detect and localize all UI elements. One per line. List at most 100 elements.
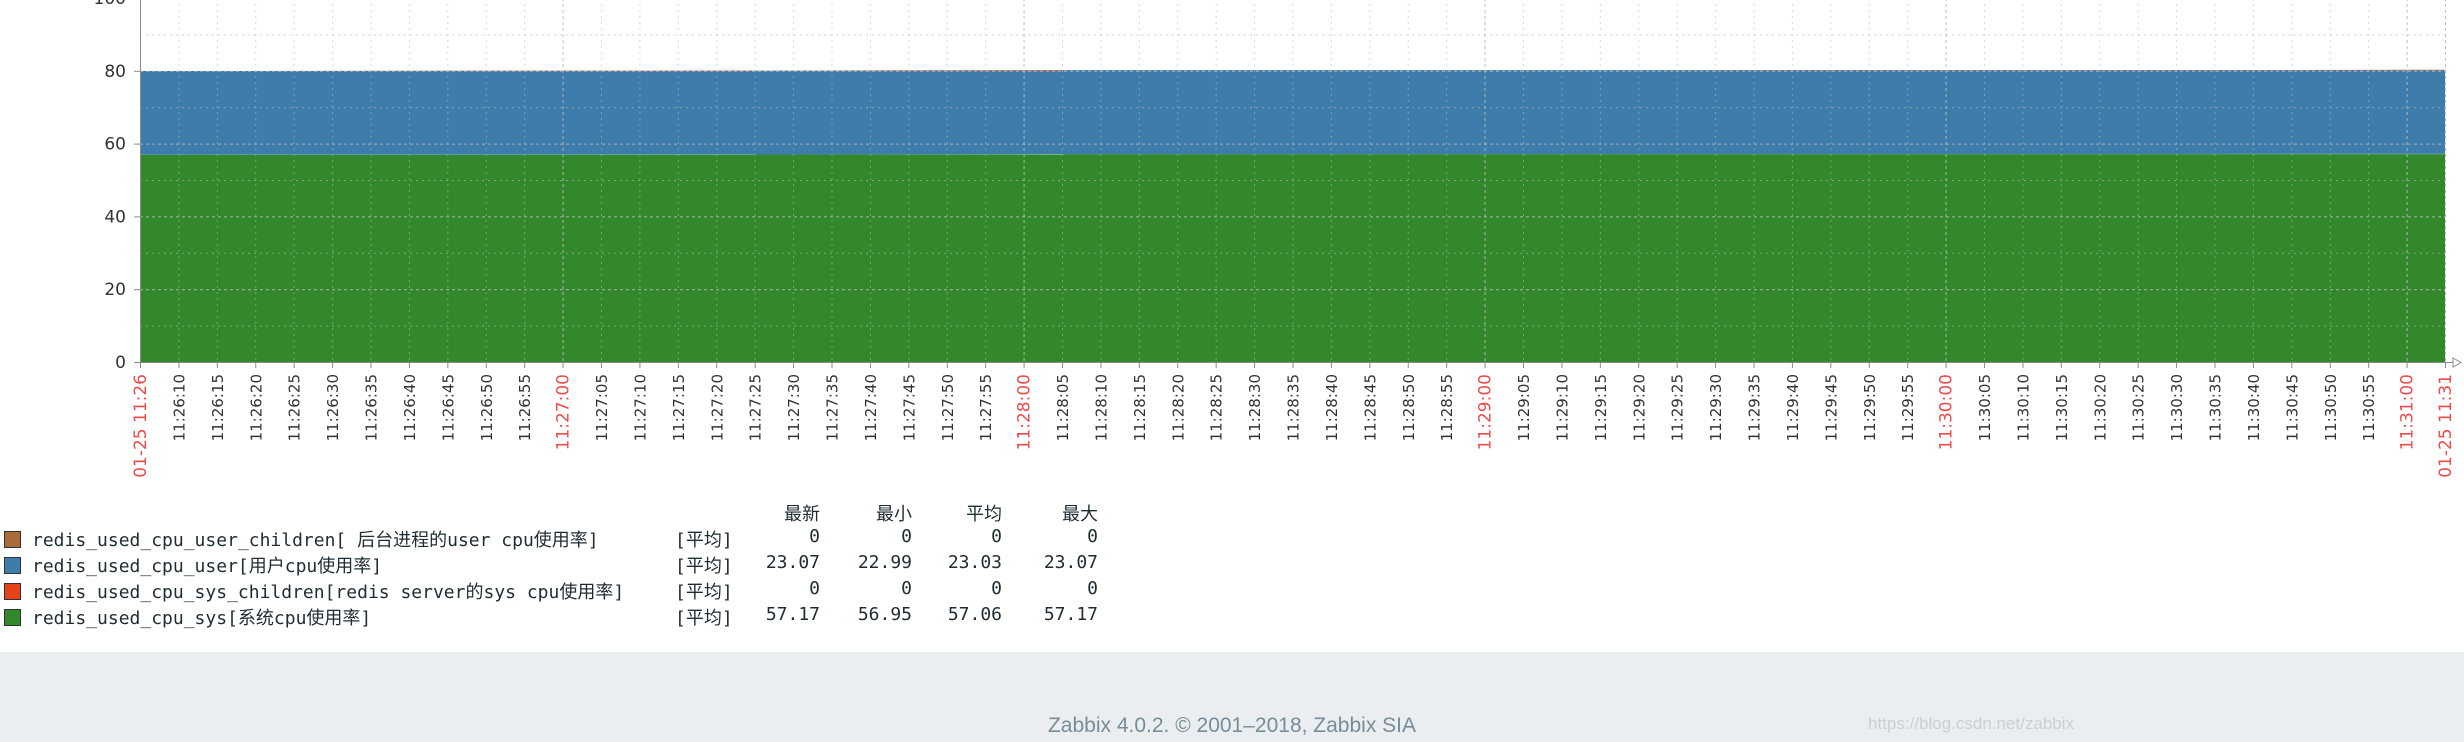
legend-value-last: 0 (809, 526, 820, 547)
y-tick-label: 100 (94, 0, 126, 9)
x-tick-label: 11:30:20 (2091, 374, 2109, 441)
x-tick-label: 11:26:50 (478, 374, 496, 441)
x-tick-label: 11:28:05 (1054, 374, 1072, 441)
x-tick-label: 11:30:05 (1976, 374, 1994, 441)
x-tick-label: 11:29:35 (1746, 374, 1764, 441)
x-tick-label: 11:28:50 (1400, 374, 1418, 441)
x-tick-label: 11:30:35 (2207, 374, 2225, 441)
x-tick-label: 11:29:55 (1899, 374, 1917, 441)
x-tick-label: 11:29:05 (1515, 374, 1533, 441)
x-tick-label-major: 11:29:00 (1476, 374, 1496, 450)
legend-header-last: 最新 (784, 504, 820, 525)
legend-value-last: 0 (809, 578, 820, 599)
x-tick-label: 11:30:50 (2322, 374, 2340, 441)
legend-value-avg: 23.03 (947, 552, 1002, 573)
y-tick-label: 0 (115, 353, 126, 373)
x-tick-label: 11:27:30 (785, 374, 803, 441)
x-tick-label: 11:28:40 (1323, 374, 1341, 441)
x-tick-label: 11:26:30 (324, 374, 342, 441)
legend-header-row: 最新 最小 平均 最大 (0, 500, 1200, 526)
footer-copyright: Zabbix 4.0.2. © 2001–2018, Zabbix SIA (1047, 714, 1417, 737)
legend-item: redis_used_cpu_sys_children[redis server… (0, 578, 1200, 604)
legend-value-min: 0 (901, 526, 912, 547)
x-tick-label: 11:28:35 (1285, 374, 1303, 441)
legend-item-name: redis_used_cpu_user[用户cpu使用率] (32, 556, 383, 577)
y-tick-label: 20 (104, 280, 126, 300)
legend-value-max: 57.17 (1043, 604, 1098, 625)
x-tick-label: 11:29:20 (1630, 374, 1648, 441)
x-tick-label: 11:30:25 (2130, 374, 2148, 441)
legend-item-func: [平均] (675, 582, 733, 603)
x-tick-label: 11:27:10 (631, 374, 649, 441)
x-tick-label: 11:27:15 (670, 374, 688, 441)
legend-item-name: redis_used_cpu_user_children[ 后台进程的user … (32, 530, 599, 551)
x-tick-label: 11:29:10 (1553, 374, 1571, 441)
x-tick-label: 11:26:55 (516, 374, 534, 441)
x-tick-label: 11:30:30 (2168, 374, 2186, 441)
legend-value-min: 0 (901, 578, 912, 599)
x-tick-label: 11:30:55 (2360, 374, 2378, 441)
y-tick-label: 40 (104, 207, 126, 227)
legend-header-max: 最大 (1062, 504, 1098, 525)
legend-swatch (4, 557, 21, 574)
x-tick-label-major: 11:27:00 (554, 374, 574, 450)
x-tick-label-major: 01-25 11:26 (131, 374, 151, 478)
legend-value-max: 0 (1087, 578, 1098, 599)
graph-area: 01-25 11:26 11:26:10 11:26:15 11:26:20 11:26… (0, 0, 2463, 630)
legend-item-func: [平均] (675, 556, 733, 577)
legend-value-avg: 0 (991, 578, 1002, 599)
x-tick-label: 11:30:10 (2014, 374, 2032, 441)
x-tick-label: 11:28:30 (1246, 374, 1264, 441)
legend-value-min: 22.99 (857, 552, 912, 573)
x-tick-label-major: 11:28:00 (1015, 374, 1035, 450)
x-tick-label: 11:27:40 (862, 374, 880, 441)
legend-item-func: [平均] (675, 608, 733, 629)
x-tick-label: 11:27:25 (747, 374, 765, 441)
x-tick-label: 11:27:55 (977, 374, 995, 441)
x-axis-arrow (2452, 357, 2463, 368)
legend-swatch (4, 609, 21, 626)
legend-value-min: 56.95 (857, 604, 912, 625)
x-tick-label: 11:29:40 (1784, 374, 1802, 441)
x-tick-label-major: 01-25 11:31 (2436, 374, 2456, 478)
x-tick-label: 11:29:45 (1822, 374, 1840, 441)
legend-header-avg: 平均 (966, 504, 1002, 525)
watermark: https://blog.csdn.net/zabbix (1868, 714, 2075, 733)
x-tick-label: 11:26:40 (401, 374, 419, 441)
legend-value-max: 23.07 (1043, 552, 1098, 573)
x-tick-label: 11:26:35 (363, 374, 381, 441)
x-tick-label: 11:30:40 (2245, 374, 2263, 441)
legend-item: redis_used_cpu_user_children[ 后台进程的user … (0, 526, 1200, 552)
x-tick-label: 11:29:25 (1669, 374, 1687, 441)
x-tick-label: 11:29:50 (1861, 374, 1879, 441)
x-tick-label: 11:27:35 (824, 374, 842, 441)
x-tick-label: 11:28:55 (1438, 374, 1456, 441)
x-tick-label: 11:27:05 (593, 374, 611, 441)
legend-value-avg: 0 (991, 526, 1002, 547)
page-footer: Zabbix 4.0.2. © 2001–2018, Zabbix SIA ht… (0, 652, 2464, 742)
x-tick-label: 11:26:25 (286, 374, 304, 441)
x-tick-label: 11:26:15 (209, 374, 227, 441)
x-tick-label-major: 11:31:00 (2398, 374, 2418, 450)
x-tick-label: 11:30:15 (2053, 374, 2071, 441)
x-tick-label: 11:27:50 (939, 374, 957, 441)
x-tick-label: 11:29:15 (1592, 374, 1610, 441)
x-tick-label-major: 11:30:00 (1937, 374, 1957, 450)
legend-item-name: redis_used_cpu_sys[系统cpu使用率] (32, 608, 372, 629)
x-tick-label: 11:28:10 (1092, 374, 1110, 441)
legend-item: redis_used_cpu_user[用户cpu使用率] [平均] 23.07… (0, 552, 1200, 578)
x-tick-label: 11:28:20 (1169, 374, 1187, 441)
legend-value-max: 0 (1087, 526, 1098, 547)
y-tick-label: 60 (104, 135, 126, 155)
legend-item: redis_used_cpu_sys[系统cpu使用率] [平均] 57.17 … (0, 604, 1200, 630)
chart-plot: 01-25 11:26 11:26:10 11:26:15 11:26:20 11:26… (94, 0, 2463, 478)
x-tick-label: 11:28:25 (1208, 374, 1226, 441)
legend-swatch (4, 531, 21, 548)
x-tick-label: 11:26:10 (170, 374, 188, 441)
x-tick-label: 11:26:45 (439, 374, 457, 441)
x-tick-label: 11:29:30 (1707, 374, 1725, 441)
x-tick-label: 11:27:45 (900, 374, 918, 441)
legend-header-min: 最小 (876, 504, 912, 525)
legend-value-last: 57.17 (765, 604, 820, 625)
x-tick-label: 11:28:45 (1361, 374, 1379, 441)
